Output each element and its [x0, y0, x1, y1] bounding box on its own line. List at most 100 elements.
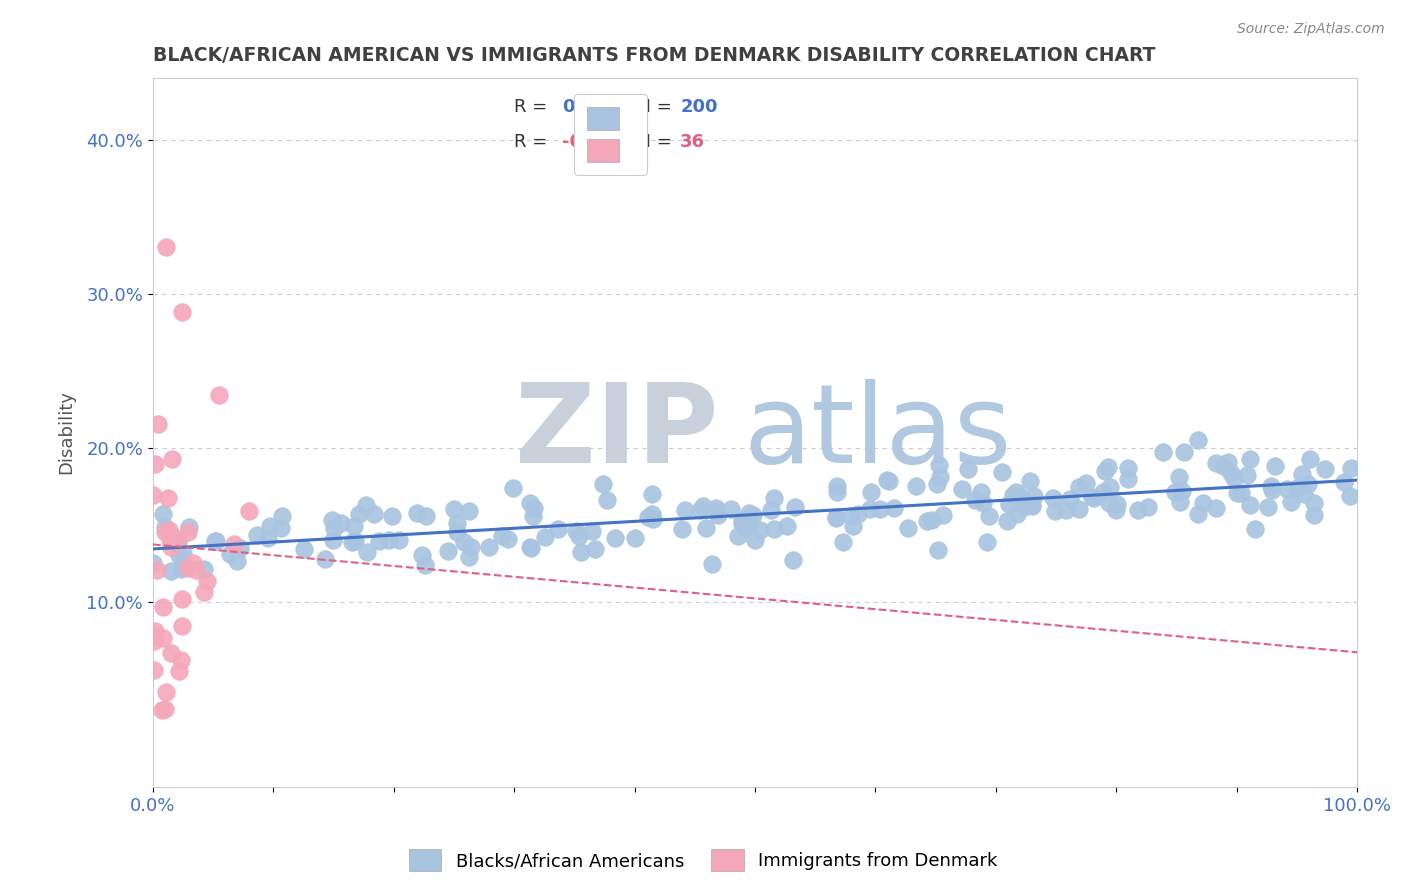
- Point: [603, 531, 626, 545]
- Point: [195, 574, 218, 588]
- Point: [152, 600, 174, 615]
- Point: [692, 499, 714, 513]
- Point: [169, 664, 191, 678]
- Point: [1173, 445, 1195, 459]
- Point: [1014, 500, 1036, 514]
- Point: [1279, 495, 1302, 509]
- Point: [825, 509, 848, 524]
- Point: [695, 520, 717, 534]
- Point: [411, 548, 433, 562]
- Point: [738, 506, 761, 520]
- Point: [172, 618, 194, 632]
- Point: [377, 533, 399, 548]
- Text: BLACK/AFRICAN AMERICAN VS IMMIGRANTS FROM DENMARK DISABILITY CORRELATION CHART: BLACK/AFRICAN AMERICAN VS IMMIGRANTS FRO…: [153, 46, 1156, 65]
- Point: [162, 530, 184, 544]
- Legend: Blacks/African Americans, Immigrants from Denmark: Blacks/African Americans, Immigrants fro…: [402, 842, 1004, 879]
- Point: [762, 491, 785, 506]
- Text: -0.016: -0.016: [562, 133, 627, 151]
- Point: [1005, 484, 1028, 499]
- Point: [1152, 444, 1174, 458]
- Point: [1010, 490, 1032, 504]
- Point: [1187, 433, 1209, 447]
- Point: [314, 552, 336, 566]
- Point: [1067, 480, 1090, 494]
- Point: [825, 484, 848, 499]
- Text: Source: ZipAtlas.com: Source: ZipAtlas.com: [1237, 22, 1385, 37]
- Point: [734, 521, 756, 535]
- Point: [172, 546, 194, 560]
- Point: [156, 491, 179, 505]
- Point: [641, 507, 664, 521]
- Point: [153, 525, 176, 540]
- Point: [437, 544, 460, 558]
- Point: [1116, 472, 1139, 486]
- Point: [1163, 484, 1185, 499]
- Point: [704, 501, 727, 516]
- Point: [675, 503, 697, 517]
- Point: [356, 545, 378, 559]
- Point: [159, 533, 181, 547]
- Point: [155, 240, 177, 254]
- Point: [155, 684, 177, 698]
- Point: [1291, 467, 1313, 482]
- Point: [329, 516, 352, 530]
- Point: [193, 585, 215, 599]
- Point: [1022, 489, 1045, 503]
- Point: [415, 509, 437, 524]
- Point: [457, 504, 479, 518]
- Point: [142, 634, 165, 648]
- Text: atlas: atlas: [742, 379, 1011, 486]
- Point: [1239, 451, 1261, 466]
- Point: [143, 627, 166, 641]
- Point: [1098, 480, 1121, 494]
- Point: [1097, 459, 1119, 474]
- Point: [1080, 490, 1102, 504]
- Point: [1136, 500, 1159, 514]
- Point: [742, 508, 765, 522]
- Point: [174, 558, 197, 573]
- Point: [568, 529, 591, 543]
- Point: [783, 500, 806, 515]
- Point: [640, 487, 662, 501]
- Point: [204, 533, 226, 548]
- Point: [1098, 496, 1121, 510]
- Point: [763, 522, 786, 536]
- Point: [1054, 503, 1077, 517]
- Point: [534, 530, 557, 544]
- Point: [977, 509, 1000, 524]
- Point: [520, 541, 543, 556]
- Point: [153, 520, 176, 534]
- Point: [167, 548, 190, 562]
- Point: [1230, 485, 1253, 500]
- Point: [928, 470, 950, 484]
- Point: [443, 501, 465, 516]
- Point: [637, 510, 659, 524]
- Point: [1042, 491, 1064, 506]
- Text: 200: 200: [681, 98, 718, 116]
- Point: [177, 525, 200, 540]
- Point: [160, 564, 183, 578]
- Point: [172, 304, 194, 318]
- Point: [170, 653, 193, 667]
- Point: [1074, 475, 1097, 490]
- Point: [491, 529, 513, 543]
- Point: [519, 540, 541, 554]
- Point: [702, 558, 724, 572]
- Point: [381, 509, 404, 524]
- Point: [842, 519, 865, 533]
- Point: [1226, 486, 1249, 500]
- Point: [581, 524, 603, 538]
- Point: [146, 563, 169, 577]
- Point: [859, 484, 882, 499]
- Point: [1243, 522, 1265, 536]
- Point: [356, 498, 378, 512]
- Point: [183, 556, 205, 570]
- Point: [1261, 483, 1284, 498]
- Point: [1083, 491, 1105, 506]
- Point: [224, 537, 246, 551]
- Point: [827, 479, 849, 493]
- Point: [270, 521, 292, 535]
- Point: [1205, 456, 1227, 470]
- Point: [1168, 470, 1191, 484]
- Point: [1239, 498, 1261, 512]
